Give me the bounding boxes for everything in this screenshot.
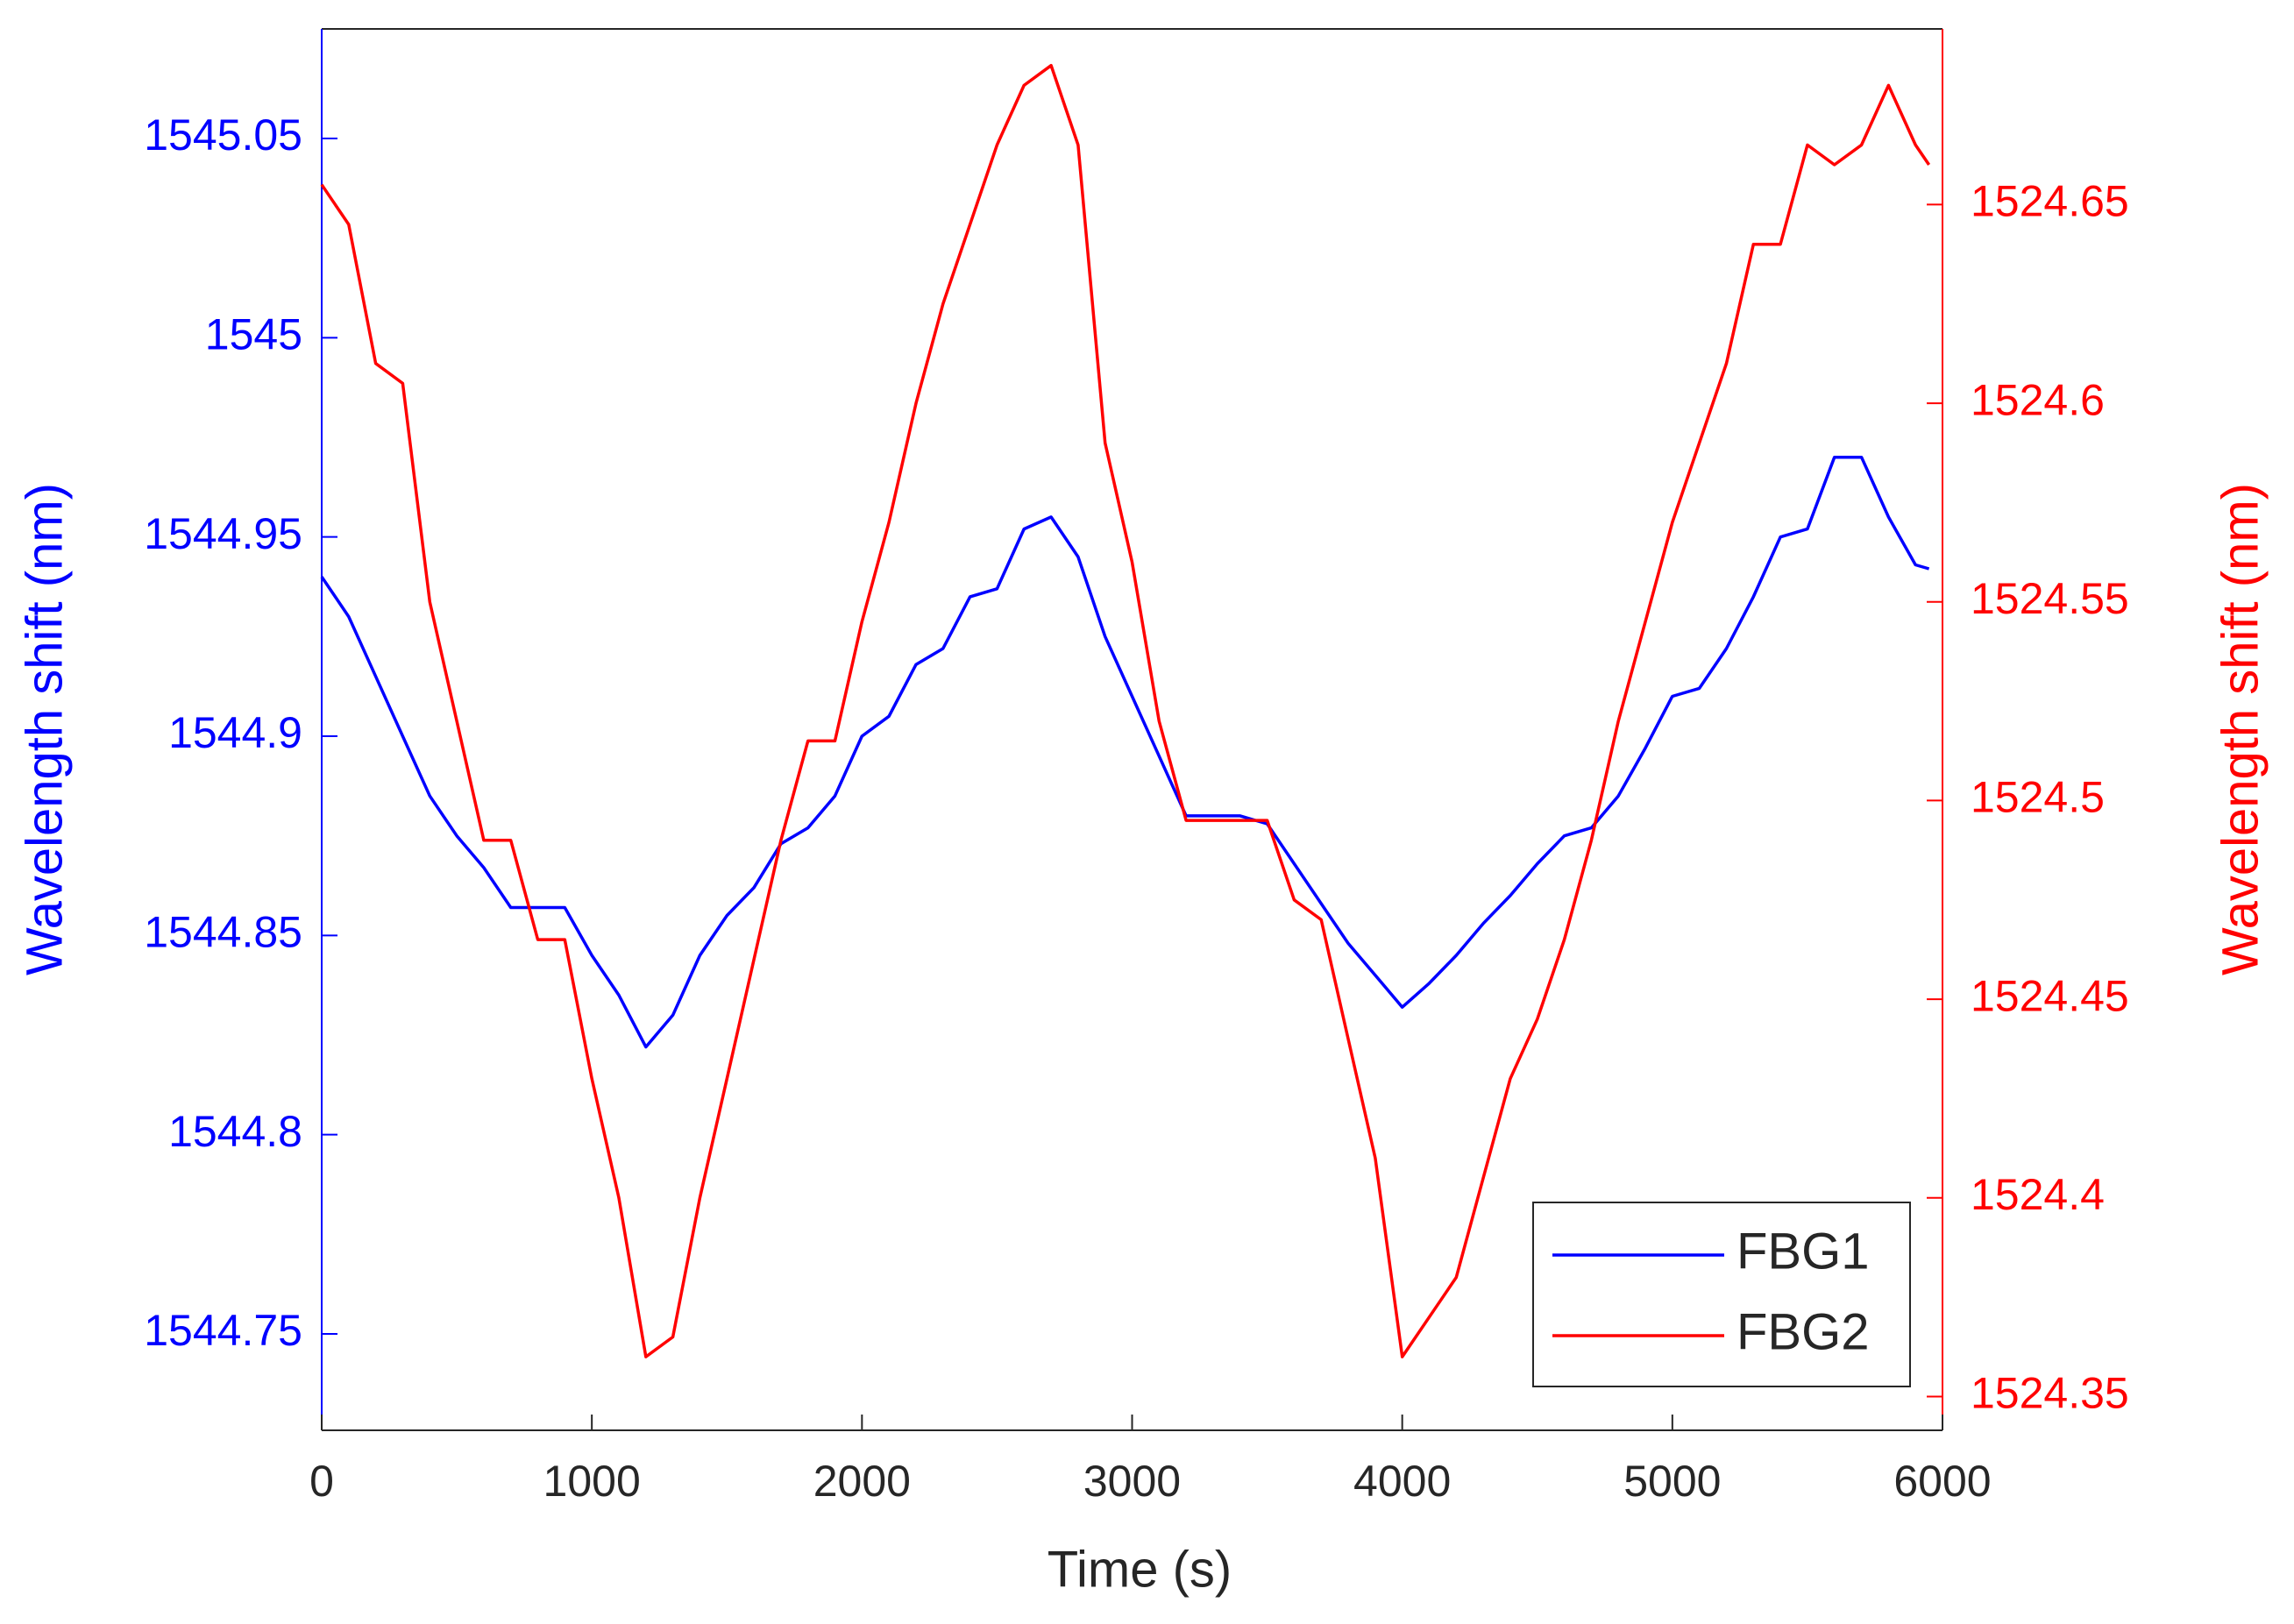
- y2-tick-label: 1524.45: [1971, 971, 2129, 1020]
- y-axis-label: Wavelength shift (nm): [16, 483, 73, 975]
- y2-tick-label: 1524.5: [1971, 773, 2105, 822]
- y2-tick-label: 1524.55: [1971, 574, 2129, 623]
- legend-label: FBG1: [1736, 1223, 1870, 1280]
- y2-tick-label: 1524.35: [1971, 1369, 2129, 1418]
- y-tick-label: 1544.85: [144, 908, 302, 957]
- y-tick-label: 1544.9: [168, 708, 302, 757]
- y-tick-label: 1544.8: [168, 1107, 302, 1156]
- y2-axis-label: Wavelength shift (nm): [2212, 483, 2269, 975]
- x-tick-label: 4000: [1353, 1457, 1451, 1506]
- x-tick-label: 5000: [1623, 1457, 1721, 1506]
- y-tick-label: 1545.05: [144, 110, 302, 160]
- y2-tick-label: 1524.6: [1971, 375, 2105, 424]
- y2-tick-label: 1524.4: [1971, 1170, 2105, 1219]
- x-tick-label: 3000: [1083, 1457, 1181, 1506]
- x-tick-label: 6000: [1893, 1457, 1991, 1506]
- x-tick-label: 0: [309, 1457, 334, 1506]
- y2-tick-label: 1524.65: [1971, 177, 2129, 226]
- legend-box: [1532, 1202, 1911, 1387]
- legend-label: FBG2: [1736, 1303, 1870, 1360]
- series-line: [320, 63, 1931, 1358]
- y-tick-label: 1544.75: [144, 1306, 302, 1355]
- x-tick-label: 1000: [543, 1457, 641, 1506]
- x-axis-label: Time (s): [1048, 1541, 1232, 1598]
- y-tick-label: 1545: [205, 310, 302, 359]
- y-tick-label: 1544.95: [144, 509, 302, 558]
- x-tick-label: 2000: [813, 1457, 911, 1506]
- series-line: [320, 455, 1930, 1049]
